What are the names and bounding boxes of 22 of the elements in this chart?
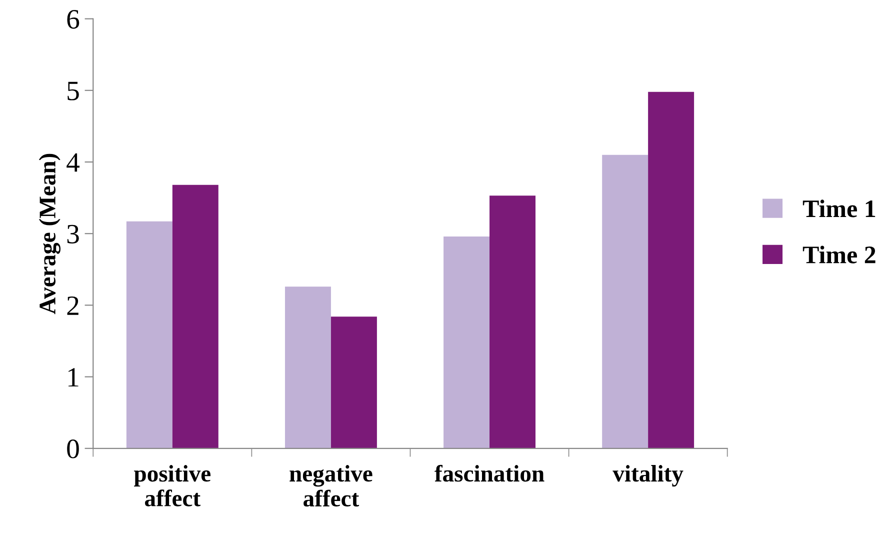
y-tick-label: 6 — [67, 10, 80, 29]
bar — [648, 92, 694, 448]
x-tick-label: positive affect — [134, 465, 210, 506]
bar — [490, 196, 536, 448]
x-tick-label: vitality — [612, 465, 684, 487]
bar — [602, 154, 648, 448]
y-tick-label: 5 — [68, 82, 79, 100]
bar — [444, 236, 490, 448]
bar — [172, 184, 218, 448]
y-tick-label: 4 — [66, 153, 80, 172]
bar — [330, 316, 377, 448]
y-axis-title: Average (Mean) — [38, 154, 60, 314]
x-tick-label: fascination — [434, 464, 544, 482]
y-tick-label: 0 — [67, 440, 79, 458]
bar — [284, 286, 331, 448]
legend-label: Time 2 — [802, 246, 876, 264]
x-tick-label: negative affect — [290, 465, 372, 507]
bar — [126, 221, 172, 448]
y-tick-label: 1 — [68, 368, 78, 386]
y-tick-label: 3 — [67, 224, 79, 244]
y-tick-label: 2 — [67, 296, 78, 315]
legend-label: Time 1 — [802, 200, 876, 218]
